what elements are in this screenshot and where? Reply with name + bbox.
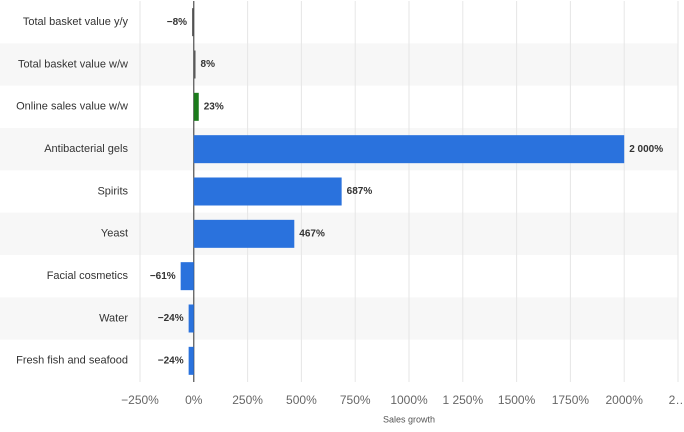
y-tick-label: Total basket value y/y	[23, 16, 129, 28]
x-tick-label: 2…	[669, 393, 684, 407]
y-tick-label: Yeast	[101, 228, 128, 240]
x-tick-label: 1 250%	[442, 393, 483, 407]
value-label: 8%	[201, 59, 216, 70]
y-tick-label: Total basket value w/w	[18, 58, 128, 70]
x-tick-label: 1000%	[390, 393, 428, 407]
y-tick-label: Spirits	[97, 185, 128, 197]
bar	[192, 8, 194, 37]
value-label: 467%	[299, 228, 325, 239]
y-tick-label: Antibacterial gels	[44, 143, 128, 155]
x-tick-label: 750%	[340, 393, 371, 407]
row-band	[0, 43, 678, 86]
y-tick-label: Water	[99, 312, 128, 324]
y-tick-label: Online sales value w/w	[16, 101, 128, 113]
x-axis-label: Sales growth	[383, 414, 435, 424]
value-label: 687%	[347, 186, 373, 197]
bar	[188, 304, 194, 333]
y-tick-label: Fresh fish and seafood	[16, 355, 128, 367]
bar	[180, 262, 194, 291]
bar	[188, 346, 194, 375]
value-label: −24%	[158, 355, 184, 366]
row-band	[0, 212, 678, 255]
value-label: −61%	[150, 271, 176, 282]
x-tick-label: 500%	[286, 393, 317, 407]
bar	[193, 177, 342, 206]
x-tick-label: 250%	[232, 393, 263, 407]
bar	[193, 135, 625, 164]
y-tick-label: Facial cosmetics	[47, 270, 129, 282]
x-tick-label: 2000%	[606, 393, 644, 407]
row-band	[0, 297, 678, 340]
value-label: −8%	[167, 17, 187, 28]
value-label: 23%	[204, 101, 224, 112]
x-tick-label: 1500%	[498, 393, 536, 407]
bar	[193, 92, 199, 121]
value-label: 2 000%	[629, 144, 663, 155]
bar	[193, 219, 295, 248]
x-tick-label: −250%	[121, 393, 159, 407]
x-tick-label: 0%	[185, 393, 203, 407]
bar	[193, 50, 196, 79]
value-label: −24%	[158, 313, 184, 324]
x-tick-label: 1750%	[552, 393, 590, 407]
